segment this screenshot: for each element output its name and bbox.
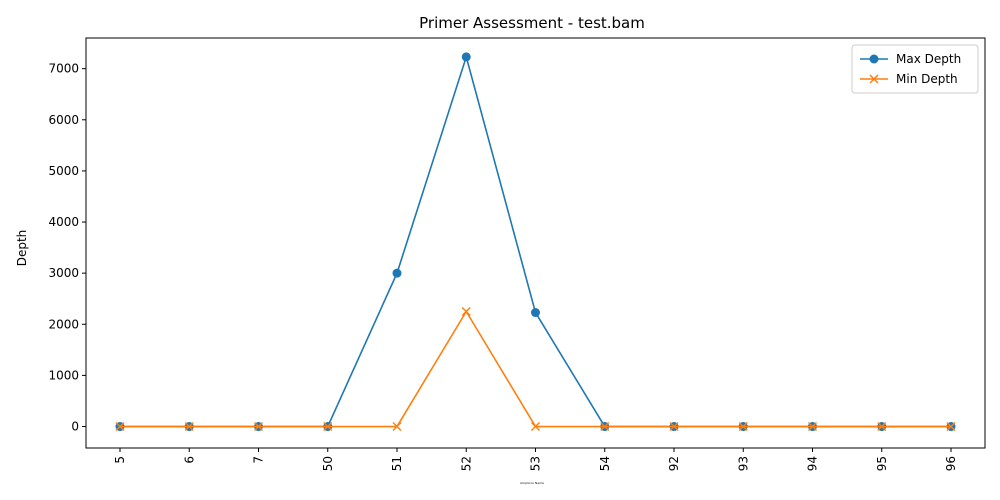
plot-frame: [85, 37, 986, 449]
min-depth-point: [115, 421, 125, 432]
y-tick-label: 0: [71, 420, 79, 434]
x-tick-label: 92: [667, 456, 681, 471]
min-depth-point: [461, 306, 471, 317]
max-depth-point: [392, 268, 402, 278]
chart-title: Primer Assessment - test.bam: [419, 14, 645, 32]
max-depth-point: [461, 52, 471, 62]
min-depth-point: [807, 421, 818, 432]
x-tick-label: 6: [182, 456, 196, 464]
min-depth-point: [323, 421, 333, 432]
max-depth-point: [531, 308, 540, 318]
legend-marker-x: [869, 74, 879, 84]
x-tick-label: 7: [252, 456, 266, 464]
legend-marker-circle: [869, 54, 879, 64]
y-tick-label: 7000: [48, 62, 79, 76]
x-tick-label: 5: [113, 456, 127, 464]
x-tick-label: 95: [875, 456, 889, 471]
x-tick-label: 50: [321, 456, 335, 471]
min-depth-point: [600, 421, 610, 432]
y-tick-label: 2000: [48, 317, 79, 331]
y-tick-label: 1000: [48, 368, 79, 382]
min-depth-point: [392, 421, 402, 432]
legend: Max Depth Min Depth: [851, 44, 979, 94]
y-tick-label: 4000: [48, 215, 79, 229]
series-layer: [115, 52, 956, 432]
min-depth-point: [738, 421, 748, 432]
x-tick-label: 54: [598, 456, 612, 471]
x-tick-label: 93: [736, 456, 750, 471]
legend-label: Max Depth: [896, 52, 961, 66]
y-axis-label: Depth: [15, 230, 29, 267]
min-depth-point: [253, 421, 264, 432]
min-depth-point: [946, 421, 956, 432]
x-tick-label: 96: [944, 456, 958, 471]
y-axis-ticks: 0 1000 2000 3000 4000 5000 6000 7000: [48, 62, 86, 434]
x-axis-ticks: 5 6 7 50 51 52 53 54 92 93 94 95 96: [113, 448, 958, 471]
min-depth-point: [530, 421, 541, 432]
legend-label: Min Depth: [896, 72, 958, 86]
min-depth-point: [669, 421, 679, 432]
y-tick-label: 5000: [48, 164, 79, 178]
legend-box: [851, 44, 979, 94]
x-axis-label: Amplicon Name: [520, 481, 544, 485]
y-tick-label: 3000: [48, 266, 79, 280]
y-tick-label: 6000: [48, 113, 79, 127]
x-tick-label: 94: [806, 456, 820, 471]
min-depth-point: [184, 421, 194, 432]
x-tick-label: 53: [529, 456, 543, 471]
x-tick-label: 52: [459, 456, 473, 471]
x-tick-label: 51: [390, 456, 404, 471]
min-depth-point: [877, 421, 887, 432]
